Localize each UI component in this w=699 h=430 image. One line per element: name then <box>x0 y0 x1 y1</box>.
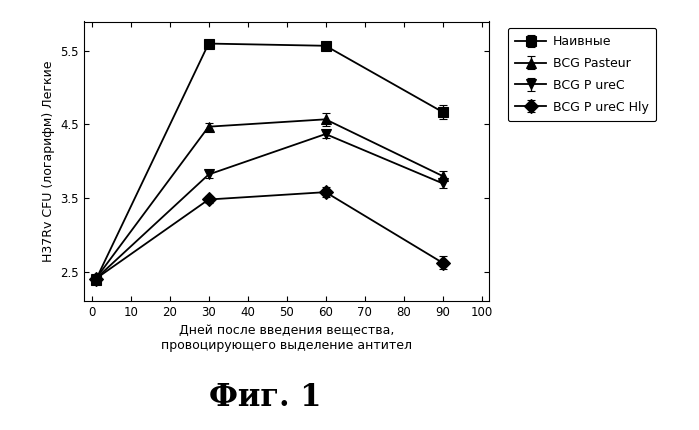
Y-axis label: H37Rv CFU (логарифм) Легкие: H37Rv CFU (логарифм) Легкие <box>42 61 55 262</box>
Legend: Наивные, BCG Pasteur, BCG P ureC, BCG P ureC Hly: Наивные, BCG Pasteur, BCG P ureC, BCG P … <box>507 28 656 121</box>
X-axis label: Дней после введения вещества,
провоцирующего выделение антител: Дней после введения вещества, провоцирую… <box>161 324 412 353</box>
Text: Фиг. 1: Фиг. 1 <box>210 382 322 413</box>
